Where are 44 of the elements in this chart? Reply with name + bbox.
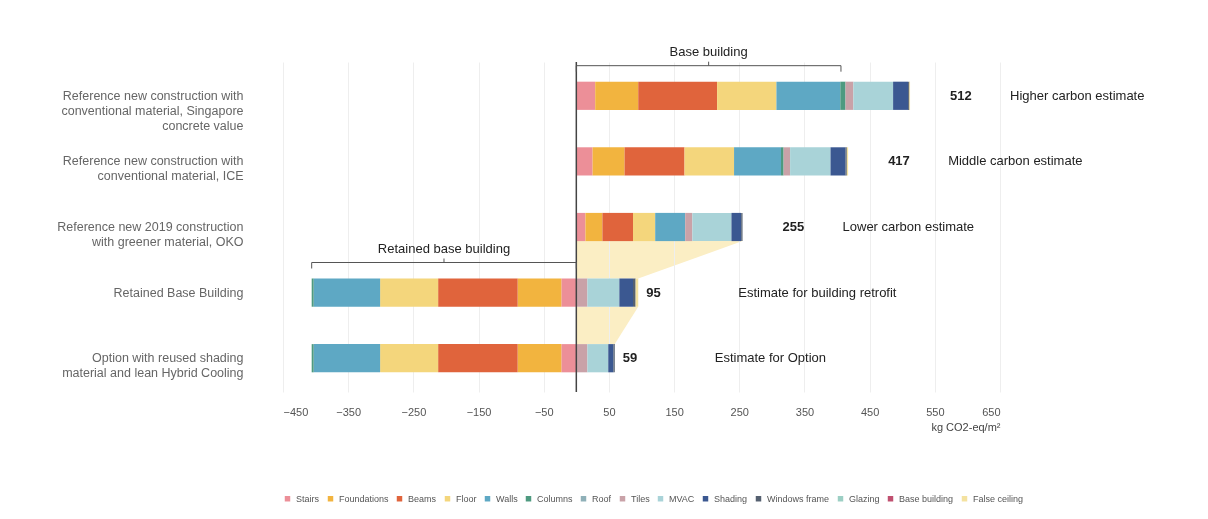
legend-label: Beams: [408, 493, 437, 504]
legend-label: Tiles: [631, 493, 651, 504]
x-tick-label: −350: [336, 405, 362, 418]
x-tick-label: 450: [860, 405, 880, 418]
legend-label: Base building: [899, 493, 954, 504]
total-label: 512: [950, 87, 972, 103]
legend-label: Windows frame: [767, 493, 830, 504]
legend-label: Foundations: [339, 493, 390, 504]
y-tick-label: Reference new construction with conventional material, Singapore concrete value: [61, 88, 244, 133]
x-tick-label: 250: [730, 405, 749, 418]
text: Higher carbon estimate: [1010, 87, 1145, 103]
legend-label: MVAC: [669, 493, 695, 504]
y-tick-label: Retained Base Building: [113, 285, 244, 300]
x-axis-title: kg CO2-eq/m²: [931, 420, 1001, 433]
x-tick-label: −250: [401, 405, 427, 418]
x-tick-label: 50: [603, 405, 616, 418]
x-tick-label: −50: [534, 405, 554, 418]
annotation: Estimate for building retrofit: [738, 284, 897, 300]
legend-label: Walls: [496, 493, 519, 504]
x-tick-label: −150: [466, 405, 492, 418]
annotation: 59: [622, 350, 638, 366]
annotation: Estimate for Option: [714, 350, 827, 366]
x-tick-label: 150: [665, 405, 684, 418]
text: Base building: [669, 43, 748, 59]
total-label: 255: [782, 219, 805, 234]
y-tick-label: Reference new construction with conventional material, ICE: [62, 154, 244, 184]
y-tick-label: Reference new 2019 construction with greener material, OKO: [57, 220, 244, 249]
legend-label: Roof: [592, 493, 612, 504]
x-tick-label: −450: [283, 405, 309, 418]
legend-label: Floor: [456, 493, 477, 504]
x-tick-label: 550: [926, 405, 945, 418]
annotation: Middle carbon estimate: [948, 153, 1083, 169]
legend-label: Shading: [714, 493, 748, 504]
annotation: Retained base building: [377, 240, 511, 256]
annotation: Lower carbon estimate: [842, 219, 975, 234]
annotation: 95: [646, 284, 661, 300]
legend-label: Glazing: [849, 493, 880, 504]
y-tick-label: Option with reused shading material and lean Hybrid Cooling: [62, 351, 244, 381]
total-label: 417: [888, 153, 910, 169]
x-tick-label: 350: [795, 405, 815, 418]
legend-label: Stairs: [296, 493, 320, 504]
legend-label: False ceiling: [973, 493, 1024, 504]
legend-label: Columns: [537, 493, 574, 504]
x-tick-label: 650: [982, 405, 1001, 418]
